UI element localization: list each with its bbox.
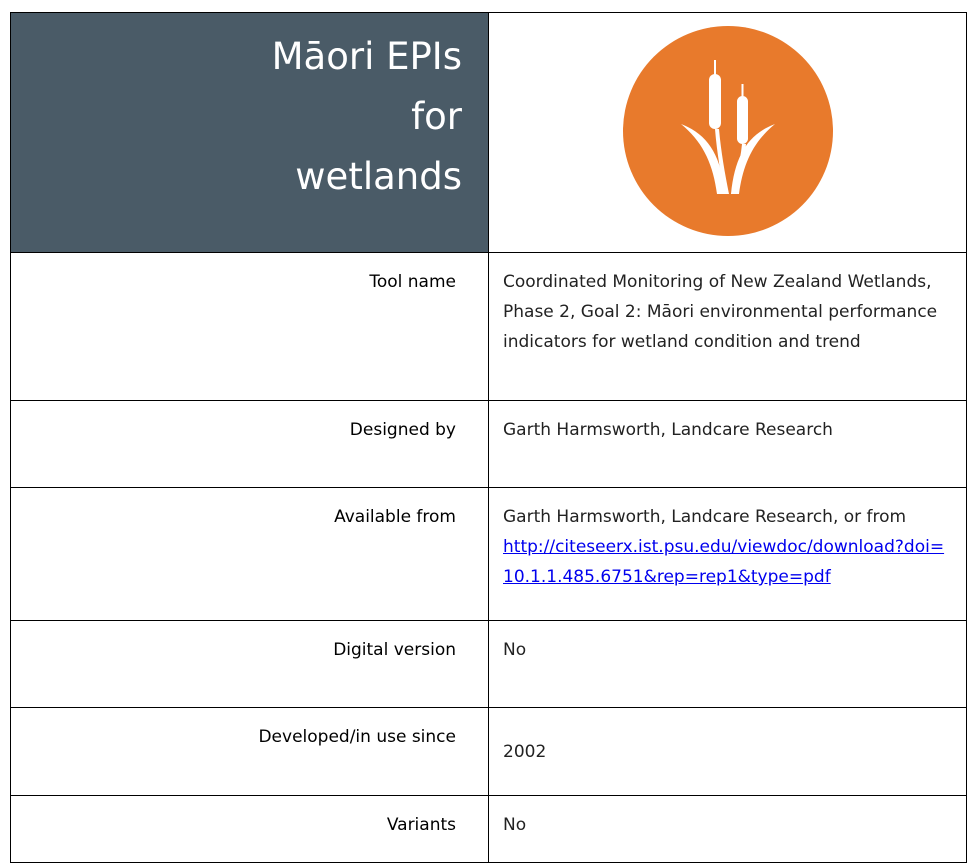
title-line: Māori EPIs <box>271 35 462 78</box>
link[interactable]: http://citeseerx.ist.psu.edu/viewdoc/dow… <box>503 537 945 587</box>
row-value-cell: Garth Harmsworth, Landcare Research, or … <box>488 487 967 621</box>
row: Designed by Garth Harmsworth, Landcare R… <box>10 400 967 488</box>
row: Digital version No <box>10 620 967 708</box>
title-line: wetlands <box>295 155 462 198</box>
row-label: Digital version <box>10 620 489 708</box>
row-value: 2002 <box>488 707 967 796</box>
row: Developed/in use since 2002 <box>10 707 967 796</box>
header-title: Māori EPIs for wetlands <box>10 12 489 253</box>
logo <box>622 25 833 236</box>
row: Variants No <box>10 795 967 863</box>
row: Available from Garth Harmsworth, Landcar… <box>10 487 967 621</box>
title-line: for <box>411 95 462 138</box>
row-label: Tool name <box>10 252 489 401</box>
row-label: Designed by <box>10 400 489 488</box>
row-value: Garth Harmsworth, Landcare Research <box>488 400 967 488</box>
header-row: Māori EPIs for wetlands <box>10 12 967 253</box>
row-label: Developed/in use since <box>10 707 489 796</box>
row-value: Garth Harmsworth, Landcare Research, or … <box>503 507 907 527</box>
row: Tool name Coordinated Monitoring of New … <box>10 252 967 401</box>
logo-cell <box>488 12 967 253</box>
tool-table: Māori EPIs for wetlands Tool name Coordi… <box>10 12 967 863</box>
row-value: No <box>488 795 967 863</box>
row-value: No <box>488 620 967 708</box>
row-label: Variants <box>10 795 489 863</box>
row-label: Available from <box>10 487 489 621</box>
row-value: Coordinated Monitoring of New Zealand We… <box>488 252 967 401</box>
